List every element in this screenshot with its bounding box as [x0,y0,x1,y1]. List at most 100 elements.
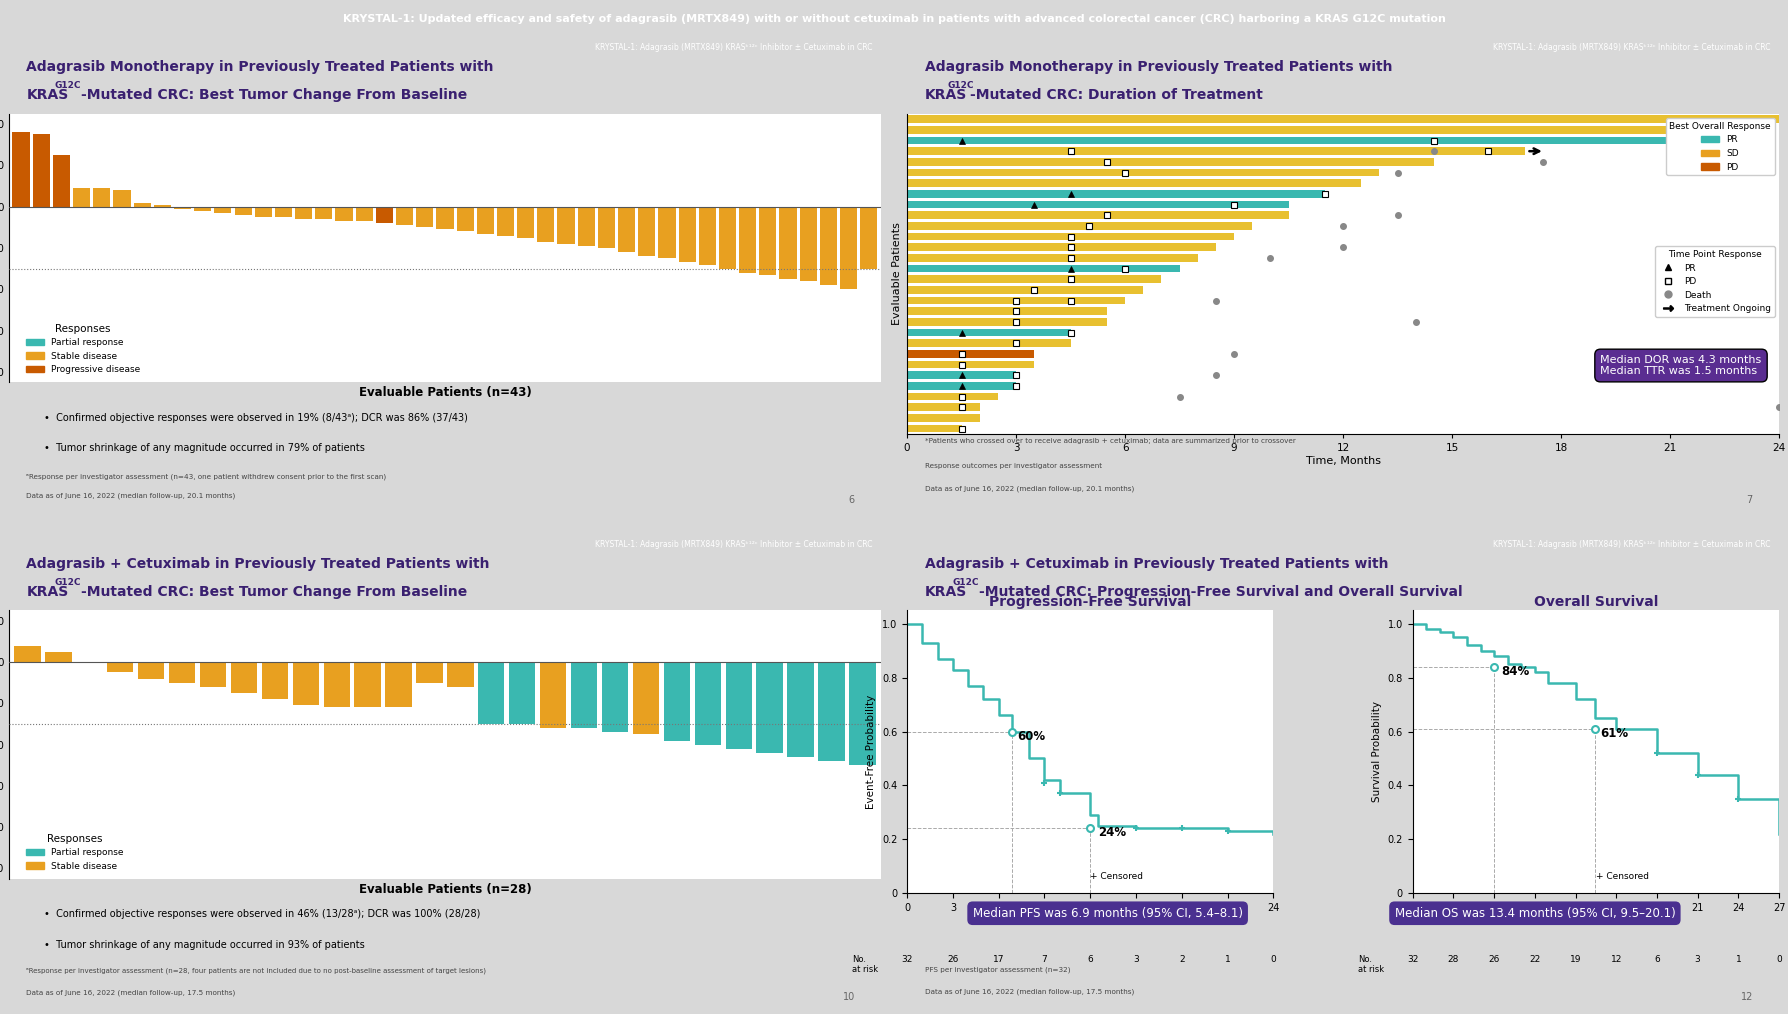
Text: KRYSTAL-1: Adagrasib (MRTX849) KRASᵏ¹²ᶜ Inhibitor ± Cetuximab in CRC: KRYSTAL-1: Adagrasib (MRTX849) KRASᵏ¹²ᶜ … [1493,540,1770,549]
Text: No.
at risk: No. at risk [853,955,878,974]
Bar [510,662,535,724]
Text: 7: 7 [1042,955,1048,964]
Text: Evaluable Patients (n=43): Evaluable Patients (n=43) [359,386,531,399]
Bar [45,652,72,662]
Text: KRYSTAL-1: Adagrasib (MRTX849) KRASᵏ¹²ᶜ Inhibitor ± Cetuximab in CRC: KRYSTAL-1: Adagrasib (MRTX849) KRASᵏ¹²ᶜ … [1493,44,1770,53]
Bar [907,179,1361,187]
Text: 60%: 60% [1017,730,1046,742]
Bar [821,207,837,285]
Text: KRAS: KRAS [924,88,967,102]
Bar [540,662,567,728]
Bar [54,155,70,207]
Bar [860,207,878,269]
Y-axis label: Event-Free Probability: Event-Free Probability [867,695,876,809]
Bar [336,207,352,221]
Bar [275,207,291,217]
Bar [436,207,454,229]
Text: Adagrasib + Cetuximab in Previously Treated Patients with: Adagrasib + Cetuximab in Previously Trea… [27,557,490,571]
Text: Median DOR was 4.3 months
Median TTR was 1.5 months: Median DOR was 4.3 months Median TTR was… [1600,355,1761,376]
Bar [536,207,554,241]
Text: 7: 7 [1747,496,1752,506]
Bar [907,137,1670,144]
Bar [477,207,493,233]
Bar [907,147,1525,155]
Bar [154,205,172,207]
Bar [293,662,318,706]
Bar [907,126,1688,134]
Bar [356,207,372,221]
Text: ᵃResponse per investigator assessment (n=43, one patient withdrew consent prior : ᵃResponse per investigator assessment (n… [27,474,386,481]
Bar [558,207,574,244]
Bar [633,662,660,734]
Text: •  Confirmed objective responses were observed in 19% (8/43ᵃ); DCR was 86% (37/4: • Confirmed objective responses were obs… [45,413,468,423]
Bar [907,158,1434,165]
Bar [840,207,856,289]
Text: 12: 12 [1740,993,1752,1003]
Bar [14,646,41,662]
Text: -Mutated CRC: Progression-Free Survival and Overall Survival: -Mutated CRC: Progression-Free Survival … [980,585,1463,599]
Text: KRYSTAL-1: Adagrasib (MRTX849) KRASᵏ¹²ᶜ Inhibitor ± Cetuximab in CRC: KRYSTAL-1: Adagrasib (MRTX849) KRASᵏ¹²ᶜ … [595,44,873,53]
Bar [907,211,1289,219]
Text: ᵃResponse per investigator assessment (n=28, four patients are not included due : ᵃResponse per investigator assessment (n… [27,967,486,974]
Bar [447,662,474,686]
Y-axis label: Evaluable Patients: Evaluable Patients [892,222,901,325]
Bar [819,662,844,762]
Bar [200,662,225,686]
Bar [907,243,1216,251]
Text: Adagrasib Monotherapy in Previously Treated Patients with: Adagrasib Monotherapy in Previously Trea… [924,60,1393,74]
Text: •  Confirmed objective responses were observed in 46% (13/28ᵃ); DCR was 100% (28: • Confirmed objective responses were obs… [45,910,481,920]
Bar [73,189,89,207]
Text: 12: 12 [1611,955,1622,964]
Text: 3: 3 [1695,955,1700,964]
Bar [907,329,1071,337]
Bar [907,307,1107,315]
Bar [517,207,535,237]
Bar [456,207,474,231]
Text: 61%: 61% [1600,727,1629,740]
Text: 6: 6 [1654,955,1659,964]
Y-axis label: Survival Probability: Survival Probability [1371,702,1382,802]
Bar [570,662,597,728]
Title: Overall Survival: Overall Survival [1534,595,1657,609]
Bar [907,382,1016,389]
Bar [477,662,504,724]
Text: 84%: 84% [1500,665,1529,678]
Bar [354,662,381,708]
Text: Adagrasib Monotherapy in Previously Treated Patients with: Adagrasib Monotherapy in Previously Trea… [27,60,493,74]
Bar [799,207,817,281]
Bar [619,207,635,252]
Text: Data as of June 16, 2022 (median follow-up, 20.1 months): Data as of June 16, 2022 (median follow-… [924,485,1134,492]
Text: Evaluable Patients (n=28): Evaluable Patients (n=28) [359,882,531,895]
Bar [134,203,150,207]
Text: + Censored: + Censored [1597,872,1649,881]
Bar [907,265,1180,273]
Bar [638,207,656,257]
Bar [907,286,1143,294]
Bar [195,207,211,211]
Bar [907,168,1379,176]
Bar [907,361,1033,368]
Text: Adagrasib + Cetuximab in Previously Treated Patients with: Adagrasib + Cetuximab in Previously Trea… [924,557,1387,571]
X-axis label: Time, Months: Time, Months [1053,916,1128,926]
Bar [679,207,696,263]
Text: 0: 0 [1775,955,1783,964]
Text: Data as of June 16, 2022 (median follow-up, 20.1 months): Data as of June 16, 2022 (median follow-… [27,493,236,499]
Bar [261,662,288,700]
Text: PFS per investigator assessment (n=32): PFS per investigator assessment (n=32) [924,966,1069,972]
Bar [386,662,411,708]
Bar [138,662,164,678]
Text: No.
at risk: No. at risk [1357,955,1384,974]
Text: G12C: G12C [948,81,974,90]
Bar [907,425,962,432]
Bar [907,340,1071,347]
Bar [254,207,272,217]
Text: 3: 3 [1134,955,1139,964]
Text: 22: 22 [1529,955,1541,964]
Text: Data as of June 16, 2022 (median follow-up, 17.5 months): Data as of June 16, 2022 (median follow-… [924,989,1134,996]
Bar [663,662,690,740]
Text: KRYSTAL-1: Updated efficacy and safety of adagrasib (MRTX849) with or without ce: KRYSTAL-1: Updated efficacy and safety o… [343,14,1445,23]
Bar [694,662,721,744]
Bar [603,662,628,732]
Bar [107,662,134,672]
Bar [907,318,1107,325]
